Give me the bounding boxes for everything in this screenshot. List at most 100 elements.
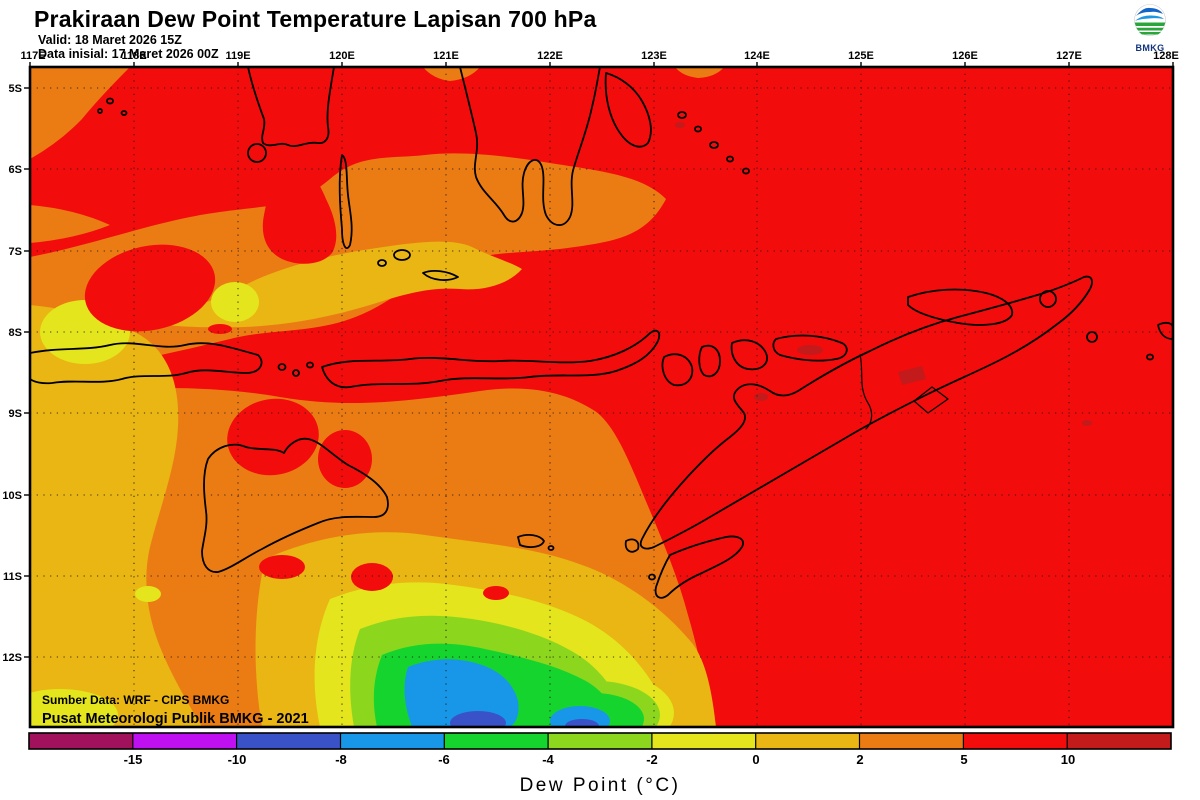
coast-komodo-islets bbox=[277, 361, 314, 377]
lon-label: 117E bbox=[20, 50, 45, 62]
lat-label: 8S bbox=[9, 327, 22, 339]
colorbar-segment bbox=[755, 733, 860, 749]
colorbar-dividers bbox=[132, 733, 1068, 749]
bmkg-logo-text: BMKG bbox=[1135, 43, 1165, 53]
lon-label: 121E bbox=[433, 50, 459, 62]
coast-kalao-island bbox=[247, 143, 267, 163]
field-red-oval-west bbox=[84, 244, 216, 332]
coast-sumba bbox=[201, 437, 389, 573]
colorbar-caption: Dew Point (°C) bbox=[520, 775, 681, 796]
axis-ticks bbox=[24, 62, 1174, 658]
colorbar-segment bbox=[340, 733, 445, 749]
colorbar-segment bbox=[29, 733, 133, 749]
field-darkred-east bbox=[1082, 420, 1092, 426]
field-yellow-spot-small bbox=[135, 586, 161, 602]
lon-label: 123E bbox=[641, 50, 667, 62]
coast-west-islets bbox=[97, 97, 128, 116]
lat-label: 6S bbox=[9, 164, 22, 176]
colorbar-tick: 0 bbox=[752, 752, 759, 767]
valid-time-label: Valid: 18 Maret 2026 15Z bbox=[38, 33, 182, 47]
field-red-speck-a bbox=[259, 555, 305, 579]
colorbar: -15 -10 -8 -6 -4 -2 0 2 5 10 Dew Point (… bbox=[28, 732, 1172, 796]
lon-label: 125E bbox=[848, 50, 874, 62]
colorbar-segment bbox=[1067, 733, 1171, 749]
field-orange-left-tongue bbox=[30, 205, 110, 243]
field-yellow-corner bbox=[30, 689, 118, 727]
coast-rote bbox=[654, 535, 744, 599]
field-red-speck-c bbox=[483, 586, 509, 600]
field-gold-left-column bbox=[30, 305, 202, 727]
coast-sulawesi-se bbox=[459, 67, 601, 226]
map-canvas: Sumber Data: WRF - CIPS BMKG Pusat Meteo… bbox=[30, 67, 1173, 727]
graticule bbox=[30, 67, 1173, 727]
lon-label: 128E bbox=[1153, 50, 1179, 62]
coast-flores bbox=[321, 329, 661, 389]
lon-label: 126E bbox=[952, 50, 978, 62]
coast-wakatobi-islands bbox=[677, 111, 750, 175]
field-blue-core-b bbox=[565, 719, 599, 727]
field-lightblue-core bbox=[404, 659, 519, 727]
lat-label: 9S bbox=[9, 408, 22, 420]
colorbar-tick: -8 bbox=[335, 752, 347, 767]
colorbar-tick-labels: -15 -10 -8 -6 -4 -2 0 2 5 10 bbox=[124, 752, 1076, 767]
lon-label: 124E bbox=[744, 50, 770, 62]
coastlines bbox=[30, 67, 1173, 599]
field-red-comma bbox=[262, 155, 337, 264]
field-red-speck-b bbox=[351, 563, 393, 591]
coast-sulawesi-sw bbox=[247, 67, 335, 147]
lon-label: 127E bbox=[1056, 50, 1082, 62]
latitude-axis: 5S 6S 7S 8S 9S 10S 11S 12S bbox=[2, 83, 22, 664]
field-red-blob-sumba-east bbox=[318, 430, 372, 488]
lat-label: 10S bbox=[2, 490, 22, 502]
lon-label: 120E bbox=[329, 50, 355, 62]
lon-label: 119E bbox=[225, 50, 250, 62]
coast-ndao bbox=[648, 573, 656, 581]
colorbar-tick: -10 bbox=[228, 752, 247, 767]
longitude-axis: 117E 118E 119E 120E 121E 122E 123E 124E … bbox=[20, 50, 1178, 62]
init-time-label: Data inisial: 17 Maret 2026 00Z bbox=[38, 47, 219, 61]
lon-label: 122E bbox=[537, 50, 563, 62]
colorbar-tick: -4 bbox=[542, 752, 554, 767]
field-red-speck-e bbox=[444, 305, 472, 315]
colorbar-tick: 2 bbox=[856, 752, 863, 767]
coast-savu bbox=[517, 534, 555, 551]
lat-label: 7S bbox=[9, 246, 22, 258]
field-red-speck-d bbox=[208, 324, 232, 334]
colorbar-tick: 10 bbox=[1061, 752, 1075, 767]
coast-selayar bbox=[338, 154, 353, 250]
colorbar-segment bbox=[132, 733, 237, 749]
field-darkred-flores bbox=[754, 393, 768, 401]
coast-babar bbox=[1146, 321, 1173, 361]
map-frame bbox=[28, 65, 1175, 729]
bmkg-logo: BMKG bbox=[1124, 2, 1176, 56]
colorbar-segment bbox=[444, 733, 549, 749]
source-data-label: Sumber Data: WRF - CIPS BMKG bbox=[42, 693, 229, 707]
coast-alor-chain bbox=[661, 334, 848, 387]
colorbar-segment bbox=[859, 733, 964, 749]
field-orange-top-strip-a bbox=[423, 67, 480, 81]
field-orange-topleft-wedge bbox=[30, 67, 130, 159]
field-red-blob-sumba-west bbox=[227, 398, 319, 476]
field-darkred-alor bbox=[797, 345, 823, 355]
colorbar-tick: 5 bbox=[960, 752, 967, 767]
field-darkred-timor bbox=[898, 366, 926, 385]
colorbar-segment bbox=[963, 733, 1068, 749]
colorbar-tick: -6 bbox=[438, 752, 450, 767]
lat-label: 11S bbox=[3, 571, 22, 583]
coast-jampea-islands bbox=[377, 249, 459, 281]
coast-timor-borders bbox=[859, 354, 949, 430]
coast-buton bbox=[604, 72, 652, 148]
colorbar-segment bbox=[236, 733, 341, 749]
page-title: Prakiraan Dew Point Temperature Lapisan … bbox=[34, 6, 597, 32]
coast-sumbawa bbox=[30, 342, 263, 385]
lat-label: 5S bbox=[9, 83, 22, 95]
lat-label: 12S bbox=[2, 652, 22, 664]
field-blue-core-a bbox=[450, 711, 506, 727]
field-darkred-buton bbox=[675, 122, 685, 128]
coast-timor bbox=[639, 275, 1093, 550]
coast-wetar bbox=[907, 288, 1014, 326]
lon-label: 118E bbox=[121, 50, 146, 62]
colorbar-frame bbox=[28, 732, 1172, 750]
